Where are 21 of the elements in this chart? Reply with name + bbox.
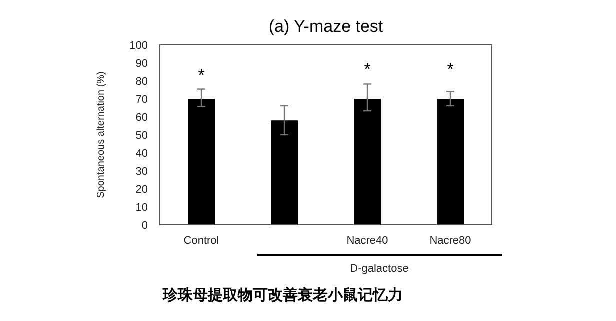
text: D-galactose [350, 263, 409, 275]
y-tick-label: 70 [136, 94, 148, 106]
y-tick-label: 30 [136, 166, 148, 178]
chart-title: (a) Y-maze test [268, 17, 384, 36]
y-tick-label: 100 [130, 40, 148, 52]
x-tick-label: Control [184, 235, 220, 247]
y-axis-title: Spontaneous alternation (%) [96, 72, 107, 198]
text: 珍珠母提取物可改善衰老小鼠记忆力 [162, 286, 403, 304]
y-tick-label: 80 [136, 76, 148, 88]
y-tick-label: 0 [142, 220, 148, 232]
annotation: * [364, 60, 372, 79]
y-tick-label: 10 [136, 202, 148, 214]
y-tick-label: 20 [136, 184, 148, 196]
y-tick-label: 40 [136, 148, 148, 160]
annotation: * [447, 60, 454, 79]
y-tick-label: 60 [136, 112, 148, 124]
annotation: * [198, 66, 206, 85]
y-tick-label: 50 [136, 130, 148, 142]
x-tick-label: Nacre80 [430, 235, 472, 247]
x-tick-label: Nacre40 [346, 235, 388, 247]
y-tick-label: 90 [136, 58, 148, 70]
